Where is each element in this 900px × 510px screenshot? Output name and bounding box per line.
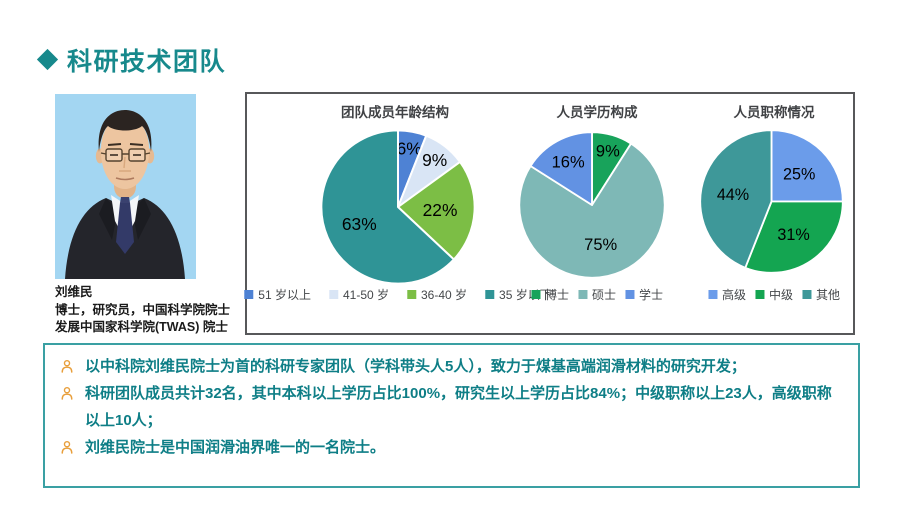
pie-slice [529, 131, 593, 206]
note-text: 以中科院刘维民院士为首的科研专家团队（学科带头人5人），致力于煤基高端润滑材料的… [85, 358, 746, 375]
pie-value-label: 16% [552, 154, 585, 172]
pie-slice [744, 200, 844, 274]
pie-chart-job-title: 25% 31% 44% [699, 129, 844, 274]
pie-slice [518, 142, 666, 279]
legend-item: 51 岁以上 [244, 286, 311, 303]
profile-caption: 刘维民 博士，研究员，中国科学院院士 发展中国家科学院(TWAS) 院士 [55, 284, 250, 337]
legend-label: 高级 [721, 288, 746, 302]
page-title: 科研技术团队 [67, 48, 227, 76]
legend-item: 高级 [707, 286, 746, 303]
legend-age-structure: 51 岁以上 41-50 岁 36-40 岁 35 岁以下 [235, 286, 560, 303]
legend-swatch [707, 290, 717, 299]
pie-slice [320, 129, 455, 285]
legend-label: 中级 [768, 288, 794, 302]
pie-slice [770, 129, 844, 203]
person-icon [60, 439, 76, 457]
profile-title-line-1: 博士，研究员，中国科学院院士 [55, 302, 231, 317]
chart-title-education: 人员学历构成 [556, 105, 638, 120]
pie-value-label: 31% [777, 226, 809, 244]
pie-value-label: 9% [422, 150, 447, 170]
legend-swatch [530, 290, 540, 299]
legend-swatch [625, 290, 635, 299]
legend-item: 中级 [754, 286, 794, 303]
legend-label: 41-50 岁 [342, 288, 389, 302]
note-item: 科研团队成员共计32名，其中本科以上学历占比100%，研究生以上学历占比84%；… [57, 380, 844, 434]
legend-item: 41-50 岁 [328, 286, 389, 303]
legend-swatch [754, 290, 764, 299]
legend-item: 博士 [530, 286, 569, 303]
chart-title-job-title: 人员职称情况 [733, 105, 815, 120]
legend-swatch [244, 290, 254, 299]
legend-item: 硕士 [577, 286, 617, 303]
legend-item: 其他 [802, 286, 840, 303]
legend-label: 其他 [816, 288, 841, 302]
legend-education: 博士 硕士 学士 [526, 286, 667, 303]
legend-swatch [802, 290, 812, 299]
pie-slice [397, 160, 476, 261]
charts-panel: 团队成员年龄结构 6% 9% 22% 63% 51 岁以上 41-50 岁 36-40 岁… [244, 92, 855, 335]
chart-title-age-structure: 团队成员年龄结构 [341, 105, 449, 120]
pie-chart-education: 9% 75% 16% [518, 131, 666, 279]
person-icon [60, 358, 76, 376]
person-icon [60, 385, 76, 403]
pie-value-label: 63% [342, 214, 377, 234]
portrait-photo [55, 94, 196, 279]
diamond-bullet-icon [36, 48, 59, 71]
legend-label: 学士 [639, 288, 664, 302]
legend-label: 博士 [544, 288, 569, 302]
legend-swatch [577, 290, 587, 299]
legend-label: 36-40 岁 [421, 288, 468, 302]
pie-value-label: 9% [596, 142, 620, 160]
legend-item: 学士 [625, 286, 663, 303]
legend-job-title: 高级 中级 其他 [703, 286, 844, 303]
profile-name: 刘维民 [55, 285, 93, 299]
pie-value-label: 44% [717, 186, 749, 204]
profile-title-line-2: 发展中国家科学院(TWAS) 院士 [55, 320, 228, 334]
pie-value-label: 22% [423, 200, 458, 220]
legend-swatch [328, 290, 338, 299]
note-item: 以中科院刘维民院士为首的科研专家团队（学科带头人5人），致力于煤基高端润滑材料的… [57, 353, 844, 380]
note-text: 刘维民院士是中国润滑油界唯一的一名院士。 [85, 439, 386, 456]
pie-value-label: 75% [584, 236, 617, 254]
pie-value-label: 6% [397, 139, 422, 159]
pie-value-label: 25% [783, 166, 815, 184]
pie-slice [699, 129, 773, 269]
note-text: 科研团队成员共计32名，其中本科以上学历占比100%，研究生以上学历占比84%；… [85, 385, 832, 429]
pie-chart-age-structure: 6%9% 22% 63% [320, 129, 476, 285]
legend-label: 硕士 [591, 288, 617, 302]
legend-swatch [407, 290, 416, 299]
note-item: 刘维民院士是中国润滑油界唯一的一名院士。 [57, 434, 844, 461]
legend-label: 51 岁以上 [258, 288, 311, 302]
legend-item: 36-40 岁 [407, 286, 467, 303]
legend-swatch [485, 290, 495, 299]
notes-box: 以中科院刘维民院士为首的科研专家团队（学科带头人5人），致力于煤基高端润滑材料的… [43, 343, 860, 488]
